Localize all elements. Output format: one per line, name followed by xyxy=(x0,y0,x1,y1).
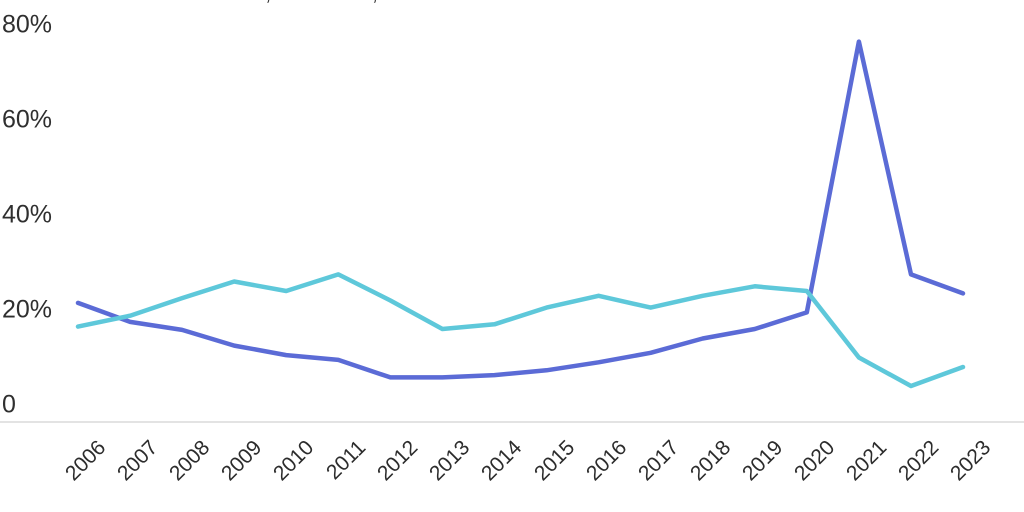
y-tick-label: 80% xyxy=(2,10,53,39)
cyan-series-line xyxy=(75,272,966,389)
x-axis-line xyxy=(0,421,1024,423)
y-tick-label: 60% xyxy=(2,105,53,134)
clipped-title-line: ...... .. ........ ........ .. ......, .… xyxy=(2,0,472,5)
y-tick-label: 0 xyxy=(2,390,16,419)
clipped-title-text: ...... .. ........ ........ .. ......, .… xyxy=(2,0,472,5)
blue-series-line xyxy=(75,39,966,380)
y-tick-label: 40% xyxy=(2,200,53,229)
y-tick-label: 20% xyxy=(2,295,53,324)
